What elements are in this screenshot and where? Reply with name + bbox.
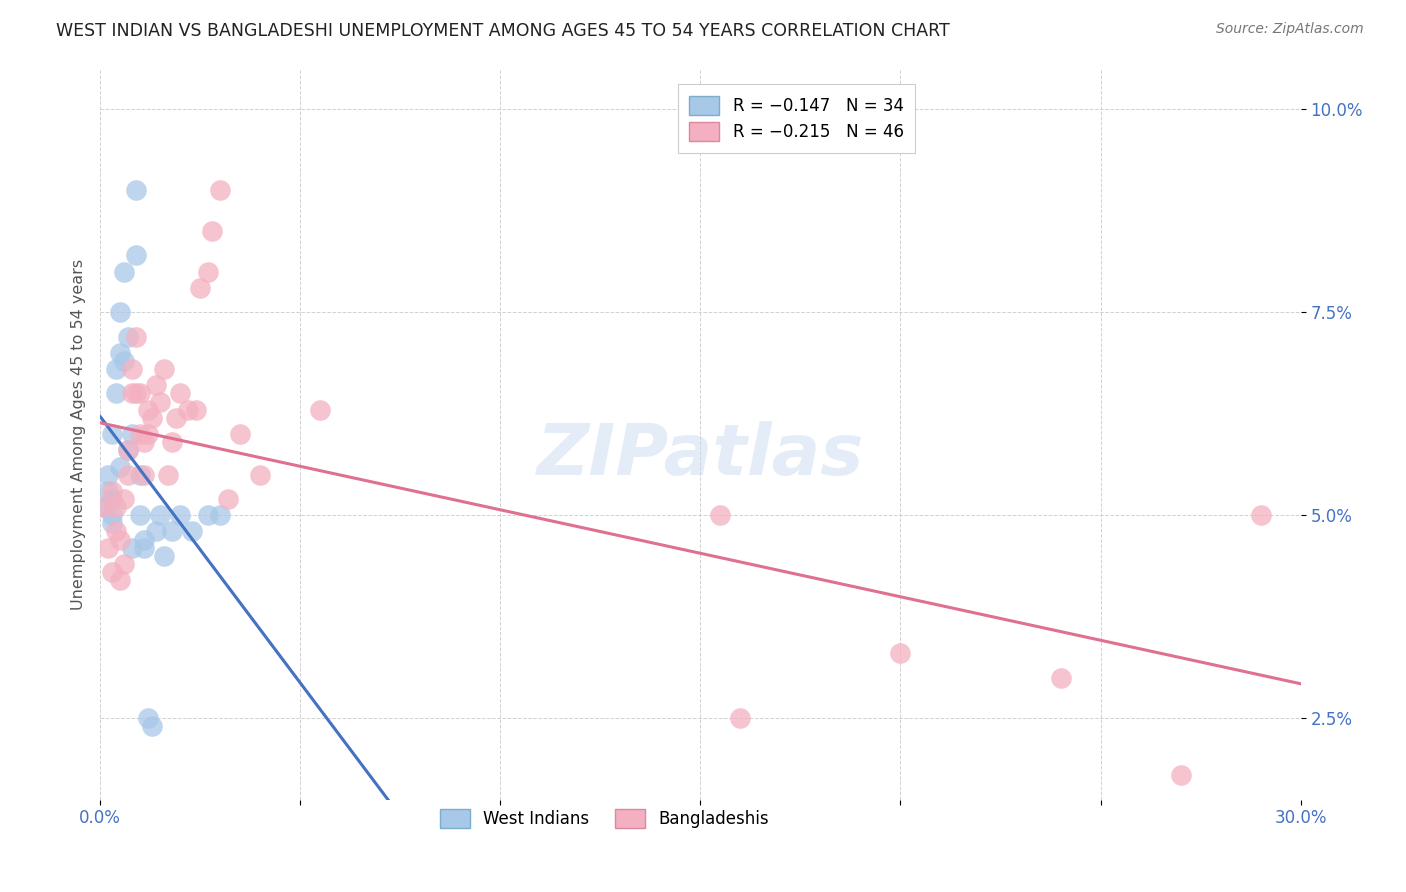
Point xyxy=(145,378,167,392)
Point xyxy=(209,183,232,197)
Point xyxy=(121,386,143,401)
Point xyxy=(112,264,135,278)
Point xyxy=(730,711,752,725)
Point xyxy=(117,443,139,458)
Point xyxy=(134,533,156,547)
Point xyxy=(93,500,115,515)
Point xyxy=(121,427,143,442)
Point xyxy=(136,427,159,442)
Point xyxy=(141,410,163,425)
Y-axis label: Unemployment Among Ages 45 to 54 years: Unemployment Among Ages 45 to 54 years xyxy=(72,259,86,609)
Point xyxy=(101,483,124,498)
Point xyxy=(129,386,152,401)
Point xyxy=(177,402,200,417)
Point xyxy=(112,354,135,368)
Point xyxy=(125,248,148,262)
Point xyxy=(101,516,124,531)
Point xyxy=(145,524,167,539)
Legend: West Indians, Bangladeshis: West Indians, Bangladeshis xyxy=(433,803,775,835)
Point xyxy=(134,435,156,450)
Text: ZIPatlas: ZIPatlas xyxy=(537,421,865,491)
Point xyxy=(108,346,131,360)
Point xyxy=(125,329,148,343)
Point xyxy=(108,533,131,547)
Point xyxy=(141,719,163,733)
Point xyxy=(101,565,124,579)
Point xyxy=(1250,508,1272,523)
Point xyxy=(889,646,911,660)
Point xyxy=(108,305,131,319)
Point xyxy=(112,491,135,506)
Point xyxy=(97,483,120,498)
Point xyxy=(105,500,128,515)
Point xyxy=(160,435,183,450)
Point xyxy=(149,508,172,523)
Point xyxy=(186,402,208,417)
Point xyxy=(121,362,143,376)
Point xyxy=(153,549,176,563)
Point xyxy=(217,491,239,506)
Point xyxy=(108,459,131,474)
Point xyxy=(201,224,224,238)
Point xyxy=(1170,768,1192,782)
Point xyxy=(101,508,124,523)
Point xyxy=(181,524,204,539)
Point xyxy=(117,329,139,343)
Point xyxy=(309,402,332,417)
Point xyxy=(149,394,172,409)
Point xyxy=(93,500,115,515)
Point xyxy=(112,557,135,571)
Point xyxy=(117,467,139,482)
Point xyxy=(165,410,187,425)
Point xyxy=(197,264,219,278)
Point xyxy=(169,386,191,401)
Point xyxy=(129,508,152,523)
Point xyxy=(105,362,128,376)
Point xyxy=(709,508,731,523)
Point xyxy=(97,541,120,555)
Point xyxy=(209,508,232,523)
Point xyxy=(105,524,128,539)
Point xyxy=(125,386,148,401)
Point xyxy=(129,467,152,482)
Point xyxy=(105,386,128,401)
Point xyxy=(134,541,156,555)
Point xyxy=(197,508,219,523)
Point xyxy=(136,711,159,725)
Point xyxy=(160,524,183,539)
Point xyxy=(101,427,124,442)
Text: Source: ZipAtlas.com: Source: ZipAtlas.com xyxy=(1216,22,1364,37)
Point xyxy=(136,402,159,417)
Text: WEST INDIAN VS BANGLADESHI UNEMPLOYMENT AMONG AGES 45 TO 54 YEARS CORRELATION CH: WEST INDIAN VS BANGLADESHI UNEMPLOYMENT … xyxy=(56,22,950,40)
Point xyxy=(121,541,143,555)
Point xyxy=(157,467,180,482)
Point xyxy=(101,491,124,506)
Point xyxy=(97,467,120,482)
Point xyxy=(125,183,148,197)
Point xyxy=(249,467,271,482)
Point xyxy=(153,362,176,376)
Point xyxy=(1049,671,1071,685)
Point xyxy=(129,427,152,442)
Point xyxy=(134,467,156,482)
Point xyxy=(117,443,139,458)
Point xyxy=(188,281,211,295)
Point xyxy=(229,427,252,442)
Point xyxy=(108,573,131,587)
Point xyxy=(169,508,191,523)
